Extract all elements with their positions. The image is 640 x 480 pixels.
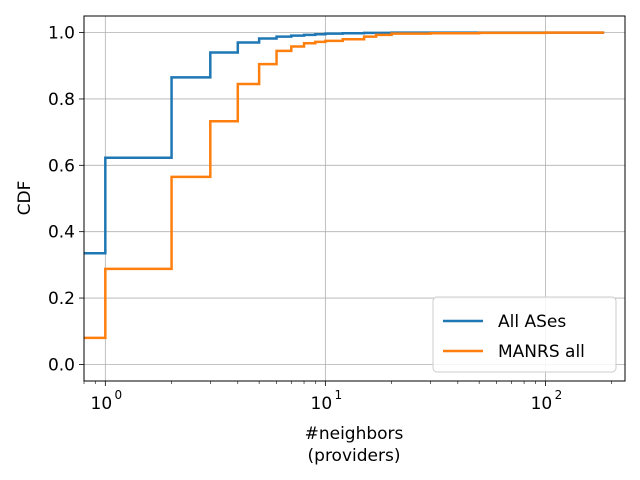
legend-label-manrs-all: MANRS all bbox=[498, 342, 585, 362]
legend-label-all-ases: All ASes bbox=[498, 312, 566, 332]
x-tick-exponent: 0 bbox=[115, 388, 123, 402]
x-tick-label: 10 bbox=[311, 394, 333, 414]
x-axis-label-line1: #neighbors bbox=[305, 424, 404, 444]
y-tick-label: 0.2 bbox=[48, 289, 75, 309]
x-tick-exponent: 2 bbox=[555, 388, 563, 402]
x-tick-exponent: 1 bbox=[335, 388, 343, 402]
x-axis-label-line2: (providers) bbox=[308, 446, 401, 466]
x-tick-label: 10 bbox=[531, 394, 553, 414]
axis-ticks: 10 0 10 1 10 20.00.20.40.60.81.0 bbox=[48, 24, 612, 414]
legend-box bbox=[432, 296, 617, 373]
series-line-manrs-all bbox=[84, 31, 605, 340]
y-tick-label: 0.4 bbox=[48, 223, 75, 243]
y-tick-label: 0.8 bbox=[48, 90, 75, 110]
series-line-all-ases bbox=[84, 31, 605, 255]
y-axis-label: CDF bbox=[15, 181, 35, 216]
y-tick-label: 0.0 bbox=[48, 355, 75, 375]
plot-frame bbox=[83, 15, 626, 382]
x-tick-label: 10 bbox=[91, 394, 113, 414]
legend: All ASes MANRS all bbox=[432, 296, 617, 373]
y-tick-label: 0.6 bbox=[48, 156, 75, 176]
y-tick-label: 1.0 bbox=[48, 24, 75, 44]
series-lines bbox=[84, 31, 605, 340]
